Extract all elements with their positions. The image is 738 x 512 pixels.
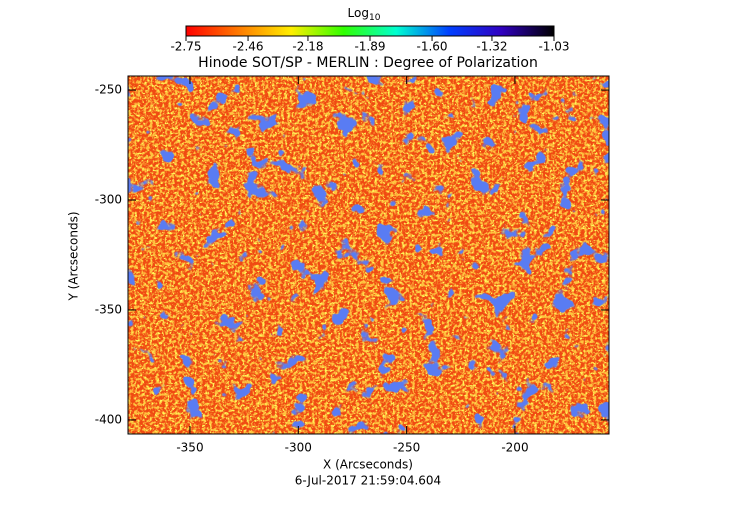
colorbar-label: Log10 (348, 6, 381, 23)
plot-frame (127, 75, 610, 435)
x-axis-label: X (Arcseconds) (323, 458, 413, 472)
heatmap (128, 76, 609, 434)
y-tick-label: -350 (95, 302, 122, 316)
colorbar-tick-label: -1.60 (417, 40, 448, 54)
colorbar-tick-label: -2.18 (292, 40, 323, 54)
colorbar-tick-label: -2.46 (233, 40, 264, 54)
colorbar (185, 25, 555, 37)
y-tick-label: -300 (95, 193, 122, 207)
y-axis-label: Y (Arcseconds) (67, 211, 81, 301)
x-tick-label: -350 (176, 441, 203, 455)
y-tick-label: -400 (95, 412, 122, 426)
x-tick-label: -250 (393, 441, 420, 455)
colorbar-tick-label: -2.75 (170, 40, 201, 54)
footnote: 6-Jul-2017 21:59:04.604 (295, 474, 441, 488)
chart-title: Hinode SOT/SP - MERLIN : Degree of Polar… (198, 55, 538, 71)
y-tick-label: -250 (95, 83, 122, 97)
colorbar-tick-label: -1.89 (354, 40, 385, 54)
x-tick-label: -300 (285, 441, 312, 455)
colorbar-tick-label: -1.03 (538, 40, 569, 54)
x-tick-label: -200 (501, 441, 528, 455)
colorbar-tick-label: -1.32 (476, 40, 507, 54)
